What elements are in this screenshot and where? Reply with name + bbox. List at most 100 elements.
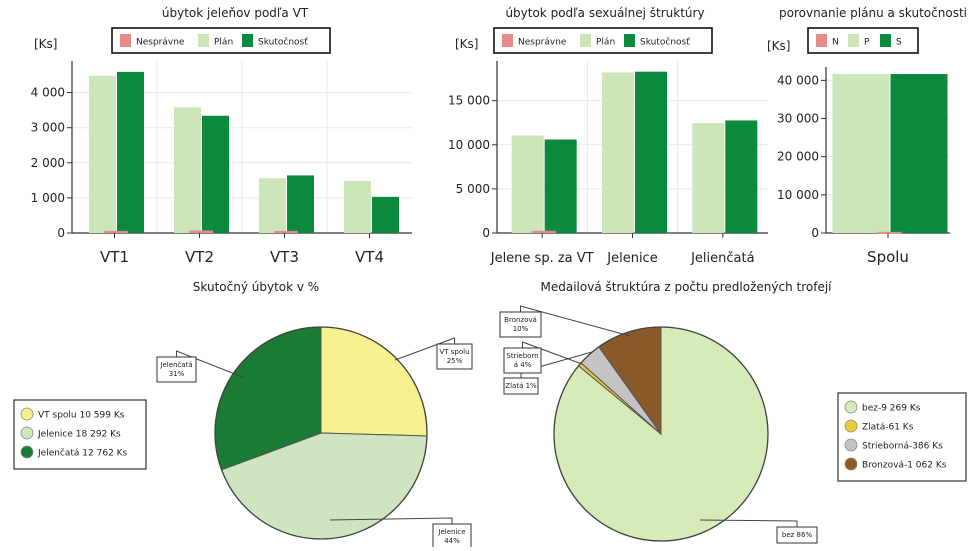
callout-label: Strieborn [506, 352, 538, 360]
pie2-pie-chart: Medailová štruktúra z počtu predložených… [499, 280, 833, 544]
y-tick-label: 15 000 [448, 94, 490, 108]
callout-label: Zlatá 1% [505, 382, 537, 390]
pie1-legend: VT spolu 10 599 Ks Jelenice 18 292 Ks Jele… [13, 399, 147, 470]
callout-label: 44% [444, 537, 460, 545]
callout-leader [522, 341, 583, 365]
bar-skutocnost [635, 71, 667, 233]
legend-label: Skutočnosť [258, 37, 308, 48]
callout-label: Jelenčatá [159, 361, 192, 369]
bar-skutocnost [890, 74, 948, 233]
callout-box [499, 311, 542, 338]
y-tick-label: 40 000 [777, 73, 819, 87]
legend-box [837, 392, 967, 482]
pie1-title: Skutočný úbytok v % [193, 280, 319, 294]
sex-legend: Nesprávne Plán Skutočnosť [493, 27, 713, 54]
vt-bar-chart: úbytok jeleňov podľa VT [Ks] Nesprávne Plán… [31, 6, 412, 266]
legend-label: Strieborná-386 Ks [862, 442, 943, 452]
y-tick-label: 20 000 [777, 150, 819, 164]
bar-plan [344, 181, 371, 233]
bar-skutocnost [117, 71, 144, 234]
legend-label: Nesprávne [136, 38, 185, 48]
y-tick-label: 10 000 [448, 138, 490, 152]
y-tick-label: 0 [482, 226, 490, 240]
bar-skutocnost [287, 175, 314, 233]
legend-label: S [896, 38, 902, 48]
bar-plan [602, 72, 634, 233]
legend-marker [844, 400, 858, 414]
bar-nespravne [531, 230, 556, 233]
callout-box [156, 356, 197, 383]
total-title: porovnanie plánu a skutočnosti [779, 6, 967, 20]
callout-leader [699, 519, 798, 527]
legend-marker [20, 426, 34, 440]
callout-label: 25% [447, 357, 463, 365]
bar-nespravne [104, 230, 128, 233]
y-tick-label: 4 000 [31, 86, 65, 100]
y-tick-label: 2 000 [31, 156, 65, 170]
legend-label: P [864, 38, 870, 48]
callout-label: VT spolu [439, 348, 469, 356]
callout-label: 10% [513, 325, 529, 333]
callout-leader [176, 350, 246, 379]
y-tick-label: 10 000 [777, 188, 819, 202]
sex-title: úbytok podľa sexuálnej štruktúry [505, 6, 704, 20]
vt-ylabel: [Ks] [34, 37, 57, 51]
legend-swatch [624, 34, 635, 47]
y-tick-label: 1 000 [31, 191, 65, 205]
pie-outline [553, 326, 769, 542]
legend-label: VT spolu 10 599 Ks [38, 411, 125, 421]
callout-label: á 4% [514, 361, 532, 369]
y-tick-label: 3 000 [31, 121, 65, 135]
callout-label: Bronzová [504, 316, 537, 324]
bar-skutocnost [544, 139, 577, 233]
pie-slice [320, 326, 428, 437]
x-tick-label: VT4 [355, 248, 384, 266]
total-bar-chart: porovnanie plánu a skutočnosti [Ks] N P S 0 10… [767, 6, 967, 266]
bar-plan [692, 123, 725, 233]
callout-box [776, 526, 818, 544]
legend-label: Nesprávne [518, 38, 567, 48]
legend-box [493, 27, 713, 54]
legend-swatch [848, 34, 859, 47]
x-tick-label: Jelene sp. za VT [490, 251, 594, 266]
vt-title: úbytok jeleňov podľa VT [162, 6, 309, 20]
bar-skutocnost [725, 120, 758, 233]
pie2-title: Medailová štruktúra z počtu predložených… [541, 280, 833, 294]
vt-legend: Nesprávne Plán Skutočnosť [111, 27, 331, 54]
callout-leader [520, 305, 631, 337]
pie-outline [214, 326, 428, 540]
legend-label: Skutočnosť [640, 37, 690, 48]
x-tick-label: VT1 [100, 248, 129, 266]
bar-skutocnost [202, 115, 229, 233]
legend-swatch [198, 34, 209, 47]
legend-box [13, 399, 147, 470]
x-tick-label: VT3 [270, 248, 299, 266]
legend-swatch [580, 34, 591, 47]
bar-plan [174, 107, 201, 233]
legend-swatch [502, 34, 513, 47]
bar-plan [89, 75, 116, 233]
sex-ylabel: [Ks] [455, 37, 478, 51]
y-tick-label: 0 [57, 226, 65, 240]
callout-leader [329, 517, 453, 524]
callout-box [503, 347, 542, 374]
sex-bar-chart: úbytok podľa sexuálnej štruktúry [Ks] Nesp… [448, 6, 768, 266]
legend-label: Plán [596, 38, 615, 48]
bar-plan [259, 178, 286, 233]
callout-box [436, 343, 473, 370]
callout-label: 31% [169, 370, 185, 378]
legend-label: Bronzová-1 062 Ks [862, 461, 947, 471]
legend-label: bez-9 269 Ks [862, 404, 921, 414]
callout-label: bez 86% [782, 531, 813, 539]
callout-label: Jelenice [437, 528, 465, 536]
legend-swatch [880, 34, 891, 47]
callout-box [503, 377, 539, 395]
legend-label: Zlatá-61 Ks [862, 423, 914, 433]
legend-swatch [120, 34, 131, 47]
legend-label: Jelenice 18 292 Ks [37, 430, 121, 440]
x-tick-label: Jelenice [606, 251, 657, 266]
y-tick-label: 0 [811, 226, 819, 240]
